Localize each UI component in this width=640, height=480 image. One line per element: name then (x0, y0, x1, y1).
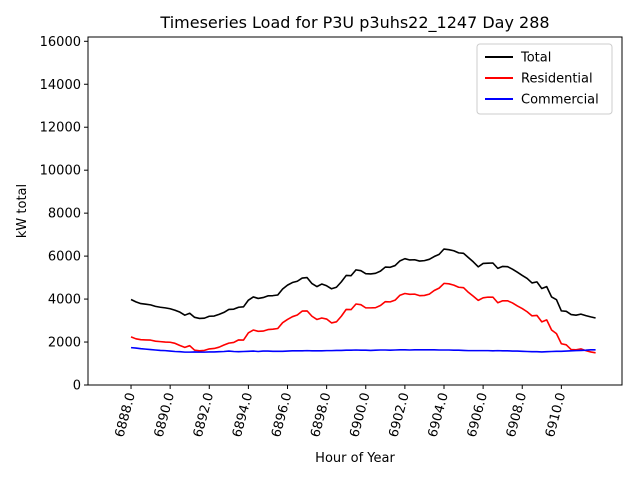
legend-label-residential: Residential (521, 72, 593, 87)
chart-title: Timeseries Load for P3U p3uhs22_1247 Day… (159, 13, 549, 33)
y-tick-label: 6000 (48, 250, 81, 265)
y-tick-label: 4000 (48, 293, 81, 308)
legend: Total Residential Commercial (476, 43, 613, 115)
y-axis-title: kW total (15, 184, 30, 238)
legend-label-total: Total (520, 51, 551, 66)
x-axis-title: Hour of Year (315, 451, 395, 466)
plot-frame (87, 36, 623, 386)
y-tick-label: 8000 (48, 207, 81, 222)
y-tick-label: 10000 (40, 164, 81, 179)
y-tick-label: 0 (73, 379, 81, 394)
series-line-commercial (130, 346, 596, 353)
legend-box (476, 43, 613, 115)
legend-label-commercial: Commercial (521, 93, 599, 108)
y-tick-label: 14000 (40, 78, 81, 93)
y-tick-label: 2000 (48, 336, 81, 351)
series-line-total (130, 248, 596, 320)
series-layer (130, 248, 596, 354)
series-line-residential (130, 282, 596, 354)
y-tick-label: 16000 (40, 35, 81, 50)
y-tick-label: 12000 (40, 121, 81, 136)
